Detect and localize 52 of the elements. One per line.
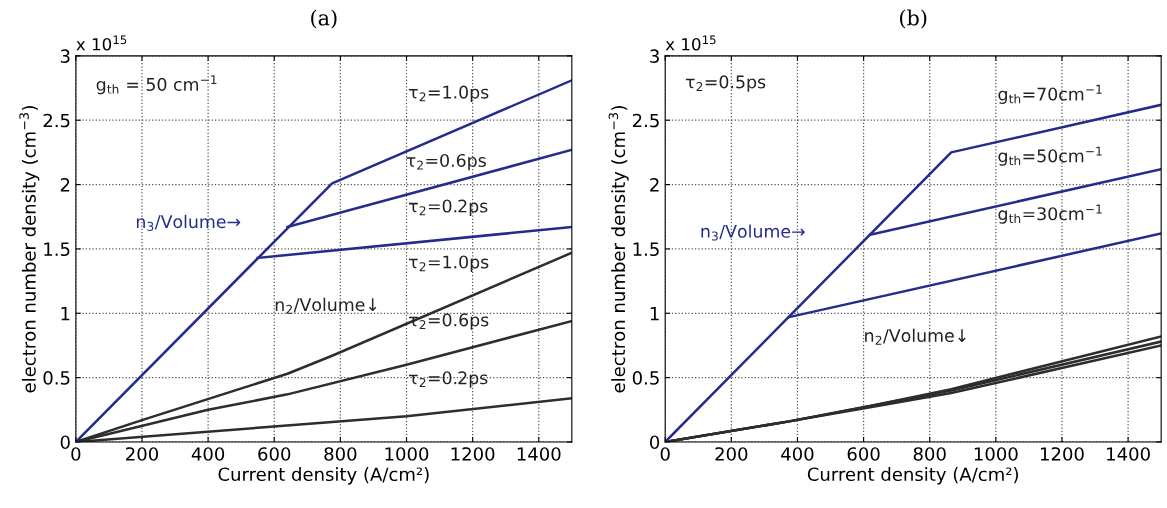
annotation: n$_{2}$/Volume↓ [865,328,966,345]
x-tick-label: 1400 [1107,447,1150,461]
annotation: τ$_{2}$=1.0ps [409,255,489,272]
x-tick-label: 200 [126,447,159,461]
y-tick-label: 1.5 [633,242,659,257]
annotation: g$_{th}$=70cm$^{−1}$ [998,84,1102,104]
x-tick-label: 600 [258,447,291,461]
y-tick-label: 1.5 [44,242,70,257]
chart-title: (b) [900,9,927,29]
x-tick-label: 400 [781,447,814,461]
x-tick-label: 1400 [517,447,561,461]
annotation: g$_{th}$=50cm$^{−1}$ [998,146,1102,166]
x-tick-label: 600 [847,447,880,461]
annotation: τ$_{2}$=0.5ps [685,75,766,92]
annotation: τ$_{2}$=0.6ps [406,153,486,171]
y-tick-label: 1 [61,306,70,321]
x-tick-label: 0 [71,447,81,461]
x-tick-label: 200 [715,447,748,461]
y-tick-label: 0 [650,435,660,450]
x-tick-label: 1200 [451,447,495,461]
y-axis-title: electron number density (cm$^{−3}$) [608,106,629,393]
y-tick-label: 0.5 [632,371,659,385]
y-tick-label: 3 [60,49,70,63]
annotation: τ$_{2}$=0.2ps [409,199,488,216]
text: x 10$^{15}$ [665,35,716,51]
y-tick-label: 2 [650,178,659,192]
x-tick-label: 1000 [974,447,1018,461]
annotation: n$_{3}$/Volume→ [701,224,805,241]
x-tick-label: 800 [913,447,946,461]
x-axis-title: Current density (A/cm²) [807,467,1019,485]
y-tick-label: 2.5 [43,113,70,128]
x-tick-label: 1000 [385,447,429,461]
x-tick-label: 800 [324,447,357,461]
annotation: τ$_{2}$=1.0ps [409,85,489,103]
y-tick-label: 3 [650,49,659,63]
x-tick-label: 0 [660,447,670,461]
text: x 10$^{15}$ [76,35,127,51]
annotation: g$_{th}$=30cm$^{−1}$ [998,204,1102,224]
y-tick-label: 1 [650,306,659,321]
y-tick-label: 2 [60,178,70,192]
x-tick-label: 400 [191,447,225,461]
y-axis-title: electron number density (cm$^{−3}$) [19,106,40,393]
annotation: g$_{th}$ = 50 cm$^{−1}$ [96,75,217,95]
annotation: τ$_{2}$=0.2ps [409,371,488,388]
x-axis-title: Current density (A/cm²) [218,467,429,485]
y-tick-label: 0.5 [43,371,70,385]
y-tick-label: 0 [60,435,70,450]
chart-title: (a) [311,9,337,29]
y-tick-label: 2.5 [632,113,659,128]
x-tick-label: 1200 [1040,447,1084,461]
annotation: n$_{2}$/Volume↓ [275,297,377,314]
annotation: n$_{3}$/Volume→ [136,214,241,231]
